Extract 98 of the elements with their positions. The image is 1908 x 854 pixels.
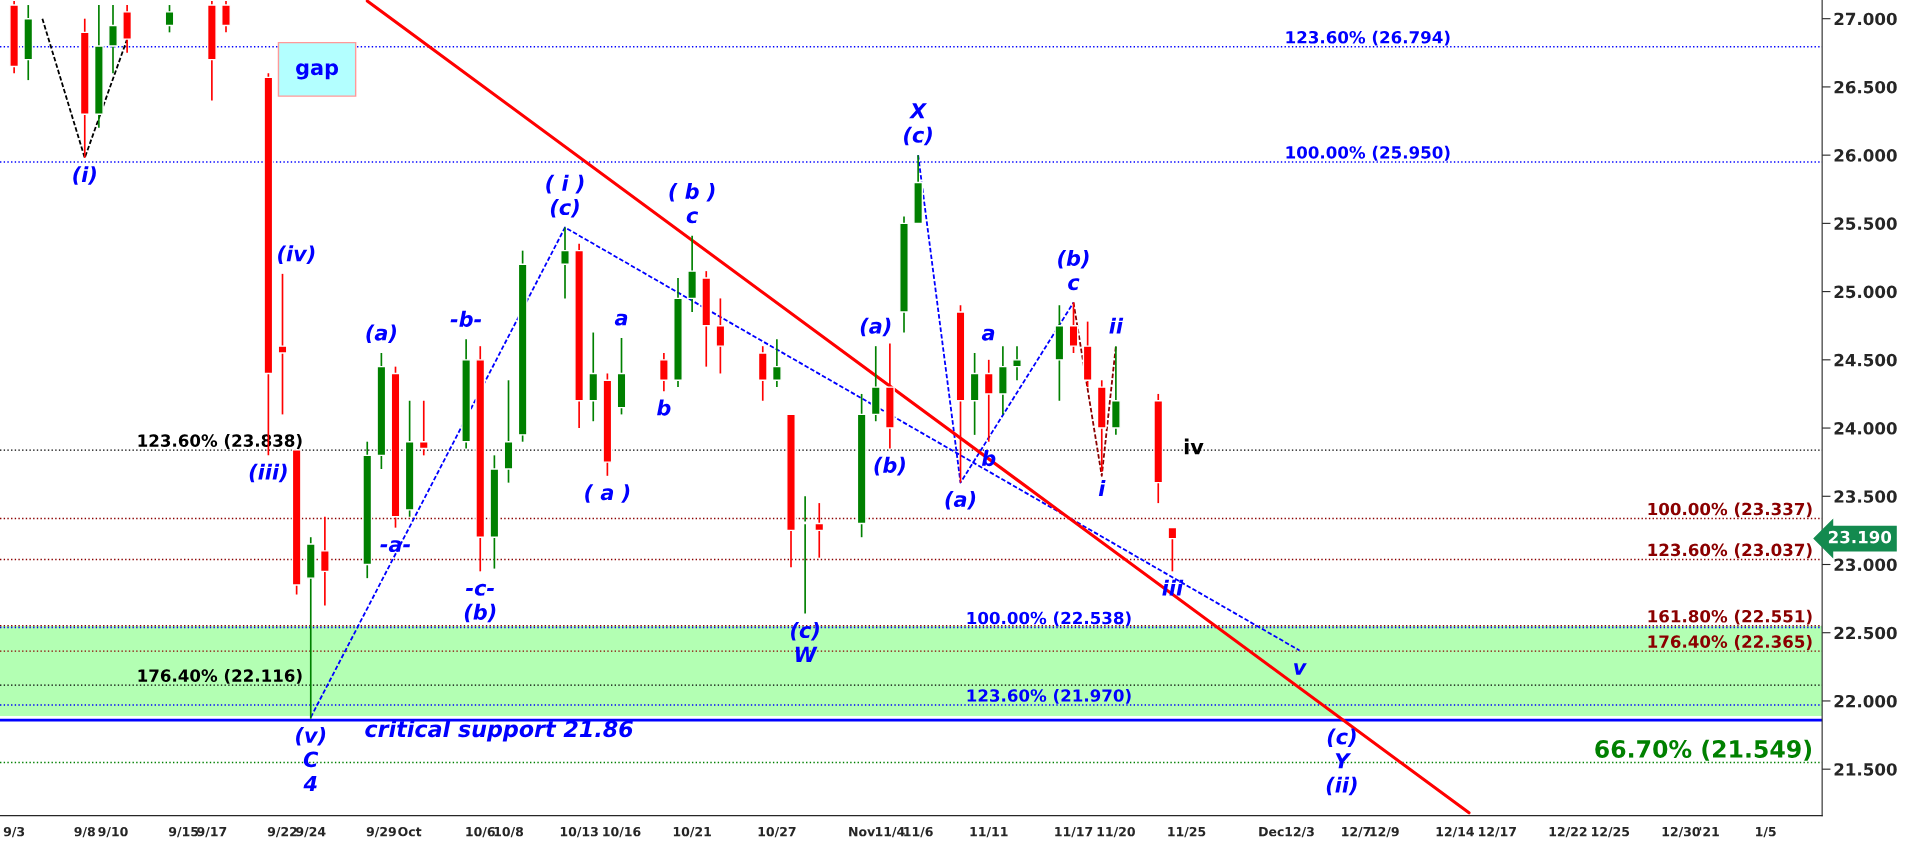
x-tick-label: 10/27 (758, 826, 796, 838)
x-tick-label: 10/21 (673, 826, 711, 838)
x-tick-label: 12/9 (1370, 826, 1399, 838)
x-tick-label: 11/6 (904, 826, 933, 838)
ref-line-label: 100.00% (25.950) (1286, 145, 1450, 161)
ref-line-label: 176.40% (22.365) (1648, 635, 1812, 650)
text: 23.190 (1828, 530, 1892, 544)
annotation: -a- (380, 540, 411, 553)
x-tick-label: 9/3 (3, 826, 25, 838)
ref-line-label: 100.00% (22.538) (967, 611, 1131, 627)
annotation: ( a ) (585, 484, 630, 503)
x-tick-label: 9/10 (98, 826, 128, 838)
annotation: (b) c (1058, 249, 1089, 291)
candlestick (164, 4, 175, 34)
annotation: (v) C 4 (296, 727, 326, 792)
annotation: (c) W (791, 621, 819, 662)
candlestick (277, 273, 288, 416)
annotation: X (c) (904, 103, 932, 146)
y-tick-label: 26.500 (1834, 80, 1897, 94)
y-tick-label: 23.500 (1834, 490, 1897, 503)
x-tick-label: 9/22 (267, 826, 297, 838)
candlestick (814, 502, 825, 559)
y-tick-label: 21.500 (1834, 763, 1897, 776)
annotation: ii (1109, 317, 1124, 334)
y-tick-label: 22.000 (1834, 694, 1897, 708)
x-tick-label: 10/16 (603, 826, 641, 838)
annotation: a (981, 328, 995, 341)
x-tick-label: 10/6 (466, 826, 495, 838)
candlestick (1068, 301, 1079, 354)
x-tick-label: 12/22 (1549, 826, 1587, 838)
x-tick-label: 12/30 (1662, 826, 1700, 838)
annotation: (iv) (278, 245, 315, 264)
ref-line-label: 176.40% (22.116) (138, 669, 302, 684)
x-tick-label: 10/8 (494, 826, 524, 838)
x-tick-label: 9/8 (74, 826, 95, 838)
candlestick (1012, 345, 1022, 382)
x-tick-label: 11/25 (1168, 826, 1206, 838)
annotation: ( i ) (c) (546, 174, 584, 218)
candlestick (658, 352, 669, 393)
annotation: (i) (73, 166, 96, 185)
x-tick-label: 11/17 (1055, 827, 1093, 838)
ref-line-label: 161.80% (22.551) (1648, 609, 1812, 625)
x-tick-label: 12/25 (1592, 826, 1630, 838)
x-tick-label: 9/29 (366, 826, 396, 838)
annotation: (c) Y (ii) (1326, 728, 1357, 796)
annotation: gap (296, 63, 339, 80)
x-tick-label: Nov (849, 827, 876, 837)
y-tick-label: 23.000 (1834, 558, 1897, 572)
x-tick-label: 9/15 (168, 826, 199, 838)
candlestick (418, 399, 429, 457)
x-tick-label: Oct (398, 826, 422, 837)
ref-line-label: 123.60% (23.037) (1648, 543, 1812, 559)
x-tick-label: Dec (1259, 827, 1284, 837)
x-tick-label: 10/13 (560, 826, 598, 838)
y-tick-label: 24.500 (1834, 353, 1897, 367)
ref-line-label: 123.60% (26.794) (1286, 30, 1450, 46)
annotation: (iii) (249, 463, 287, 483)
y-tick-label: 27.000 (1834, 12, 1897, 26)
x-tick-label: 12/17 (1478, 826, 1516, 838)
annotation: a (614, 313, 628, 326)
x-tick-label: 9/24 (296, 826, 326, 838)
annotation: -b- (450, 310, 482, 327)
x-tick-label: 11/4 (875, 827, 905, 838)
annotation: ( b ) c (669, 183, 715, 224)
x-tick-label: 12/7 (1342, 826, 1371, 838)
candlestick (319, 515, 330, 607)
ref-line-label: 66.70% (21.549) (1595, 739, 1811, 761)
x-tick-label: 12/3 (1285, 826, 1314, 838)
y-tick-label: 25.000 (1834, 285, 1897, 299)
x-tick-label: 9/17 (197, 826, 227, 838)
annotation: iv (1184, 438, 1204, 455)
x-tick-label: 11/20 (1097, 826, 1135, 838)
y-tick-label: 22.500 (1834, 626, 1897, 640)
annotation: (a) (366, 324, 396, 344)
x-tick-label: 1/5 (1756, 827, 1776, 838)
candlestick (221, 0, 231, 34)
candlestick (1167, 526, 1178, 573)
candlestick (771, 338, 782, 388)
ref-line-label: 123.60% (21.970) (967, 688, 1131, 704)
annotation: (a) (860, 317, 891, 337)
ref-line-label: critical support 21.86 (365, 720, 633, 742)
annotation: b (657, 399, 671, 416)
x-tick-label: 12/14 (1436, 826, 1474, 838)
candlestick (108, 4, 118, 75)
x-tick-label: '21 (1699, 826, 1719, 837)
annotation: -c- (b) (464, 583, 496, 623)
annotation: i (1098, 480, 1106, 496)
ref-line-label: 100.00% (23.337) (1648, 502, 1812, 518)
annotation: (b) (874, 456, 905, 476)
y-tick-label: 25.500 (1834, 217, 1897, 230)
x-tick-label: 11/11 (970, 827, 1008, 838)
annotation: v (1294, 663, 1307, 675)
candlestick (983, 358, 994, 443)
annotation: (a) (945, 490, 976, 510)
candlestick (715, 297, 726, 375)
y-tick-label: 26.000 (1834, 149, 1897, 162)
candlestick (560, 226, 570, 300)
y-tick-label: 24.000 (1834, 422, 1897, 435)
